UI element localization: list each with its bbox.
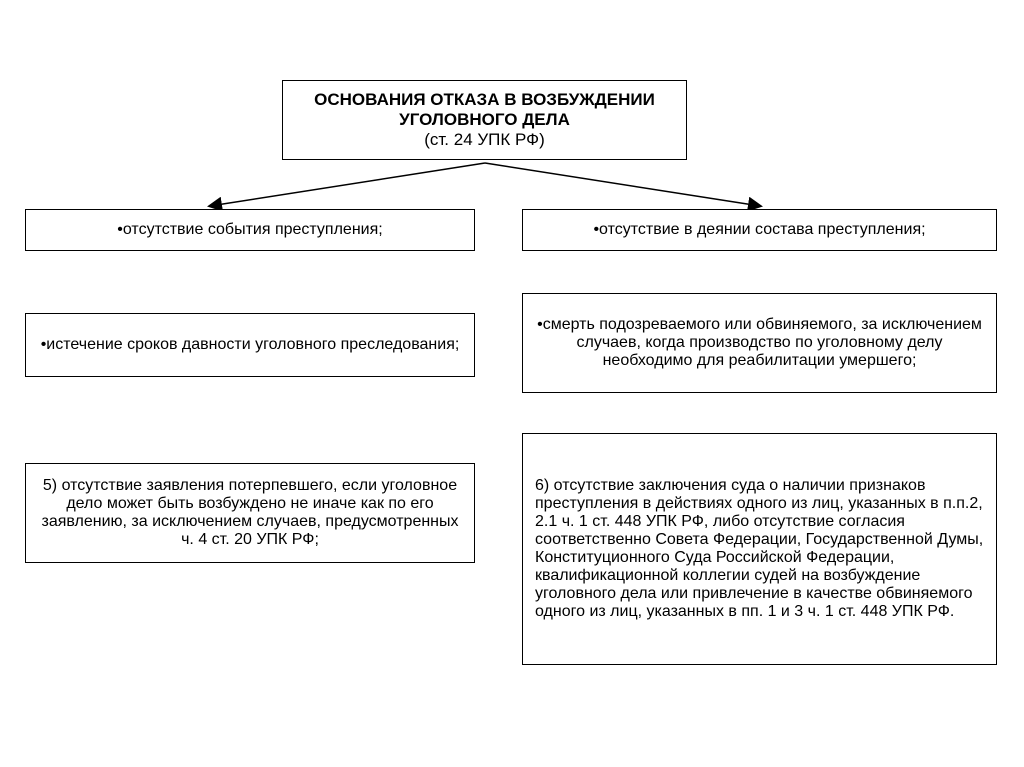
box-right-2: •смерть подозреваемого или обвиняемого, … (522, 293, 997, 393)
title-line2: (ст. 24 УПК РФ) (424, 130, 545, 150)
box-left-2: •истечение сроков давности уголовного пр… (25, 313, 475, 377)
box-left-3: 5) отсутствие заявления потерпевшего, ес… (25, 463, 475, 563)
box-right-3: 6) отсутствие заключения суда о наличии … (522, 433, 997, 665)
box-right-1: •отсутствие в деянии состава преступлени… (522, 209, 997, 251)
box-left-1: •отсутствие события преступления; (25, 209, 475, 251)
title-line1: ОСНОВАНИЯ ОТКАЗА В ВОЗБУЖДЕНИИ УГОЛОВНОГ… (295, 90, 674, 130)
title-box: ОСНОВАНИЯ ОТКАЗА В ВОЗБУЖДЕНИИ УГОЛОВНОГ… (282, 80, 687, 160)
